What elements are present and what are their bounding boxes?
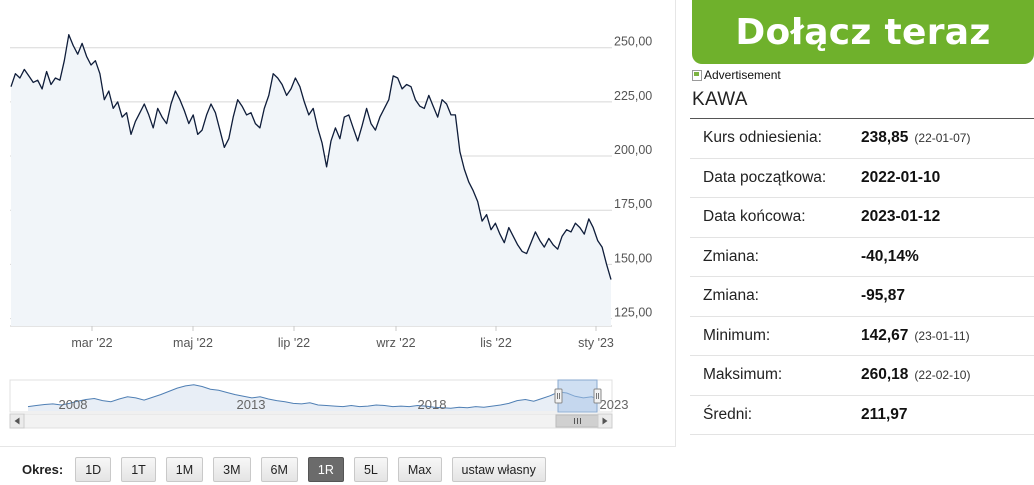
- stats-row-end-date: Data końcowa: 2023-01-12: [690, 197, 1034, 238]
- stat-value: 238,85: [861, 129, 909, 147]
- period-button-1d[interactable]: 1D: [75, 457, 112, 482]
- price-area: [11, 34, 611, 326]
- navigator-tick-label: 2008: [59, 397, 88, 412]
- stat-date: (22-02-10): [914, 368, 971, 383]
- y-tick-label: 125,00: [614, 306, 652, 320]
- x-tick-label: mar '22: [71, 336, 112, 350]
- stats-row-change-percent: Zmiana: -40,14%: [690, 237, 1034, 277]
- navigator-area: [28, 384, 600, 411]
- navigator-series: [27, 384, 601, 411]
- x-tick-label: sty '23: [578, 336, 614, 350]
- arrow-right-icon: [602, 417, 608, 425]
- join-now-button[interactable]: Dołącz teraz: [692, 0, 1034, 64]
- navigator[interactable]: 2008 2013 2018 2023: [9, 379, 629, 413]
- stat-value: 211,97: [861, 405, 908, 423]
- period-label: Okres:: [22, 462, 64, 477]
- y-tick-label: 225,00: [614, 89, 652, 103]
- y-tick-label: 150,00: [614, 251, 652, 265]
- y-axis-labels: 250,00 225,00 200,00 175,00 150,00 125,00: [614, 35, 652, 320]
- period-button-6m[interactable]: 6M: [260, 457, 298, 482]
- stats-row-average: Średni: 211,97: [690, 395, 1034, 435]
- stats-row-reference-price: Kurs odniesienia: 238,85 (22-01-07): [690, 118, 1034, 159]
- stat-value: 260,18: [861, 366, 909, 384]
- y-tick-label: 200,00: [614, 143, 652, 157]
- x-tick-label: maj '22: [173, 336, 213, 350]
- stat-label: Minimum:: [690, 316, 861, 356]
- price-chart: 250,00 225,00 200,00 175,00 150,00 125,00 mar…: [9, 34, 652, 429]
- stat-value: 142,67: [861, 326, 909, 344]
- y-tick-label: 250,00: [614, 35, 652, 49]
- chart-panel: 250,00 225,00 200,00 175,00 150,00 125,00 mar…: [0, 0, 676, 447]
- stat-label: Zmiana:: [690, 276, 861, 317]
- stats-table: Kurs odniesienia: 238,85 (22-01-07) Data …: [690, 118, 1034, 435]
- stat-label: Maksimum:: [690, 355, 861, 396]
- period-button-5l[interactable]: 5L: [353, 457, 388, 482]
- navigator-line: [27, 384, 601, 409]
- stat-date: (23-01-11): [914, 328, 970, 343]
- advertisement[interactable]: Advertisement: [692, 68, 781, 82]
- stats-row-start-date: Data początkowa: 2022-01-10: [690, 158, 1034, 198]
- x-tick-label: lis '22: [480, 336, 512, 350]
- stat-value: -40,14%: [861, 247, 919, 265]
- period-button-1t[interactable]: 1T: [121, 457, 156, 482]
- price-line: [10, 34, 612, 280]
- period-button-custom[interactable]: ustaw własny: [451, 457, 546, 482]
- navigator-selection[interactable]: [557, 379, 598, 413]
- navigator-right-handle[interactable]: [593, 388, 602, 404]
- stat-label: Data początkowa:: [690, 158, 861, 198]
- advertisement-label: Advertisement: [704, 68, 781, 82]
- navigator-tick-label: 2013: [237, 397, 266, 412]
- stat-value: 2022-01-10: [861, 168, 941, 186]
- stat-label: Kurs odniesienia:: [690, 118, 861, 159]
- stat-date: (22-01-07): [914, 131, 971, 146]
- navigator-tick-label: 2023: [600, 397, 629, 412]
- stat-label: Data końcowa:: [690, 197, 861, 238]
- broken-image-icon: [692, 69, 702, 81]
- stats-row-minimum: Minimum: 142,67 (23-01-11): [690, 316, 1034, 356]
- stats-row-maximum: Maksimum: 260,18 (22-02-10): [690, 355, 1034, 396]
- period-button-3m[interactable]: 3M: [213, 457, 251, 482]
- stats-row-change-absolute: Zmiana: -95,87: [690, 276, 1034, 317]
- navigator-left-handle[interactable]: [554, 388, 563, 404]
- grip-icon: [574, 418, 581, 424]
- scrollbar[interactable]: [9, 413, 613, 429]
- scrollbar-track[interactable]: [9, 413, 613, 429]
- navigator-labels: 2008 2013 2018 2023: [59, 397, 629, 412]
- y-tick-label: 175,00: [614, 197, 652, 211]
- price-area-fill: [11, 34, 611, 326]
- stat-value: 2023-01-12: [861, 208, 941, 226]
- period-button-1m[interactable]: 1M: [165, 457, 204, 482]
- period-selector: Okres: 1D 1T 1M 3M 6M 1R 5L Max ustaw wł…: [22, 457, 546, 482]
- asset-title: KAWA: [692, 89, 748, 110]
- navigator-tick-label: 2018: [418, 397, 447, 412]
- period-button-max[interactable]: Max: [397, 457, 442, 482]
- x-tick-label: lip '22: [278, 336, 310, 350]
- stat-label: Zmiana:: [690, 237, 861, 277]
- period-button-1r[interactable]: 1R: [307, 457, 344, 482]
- x-axis-labels: mar '22 maj '22 lip '22 wrz '22 lis '22 sty '…: [71, 326, 614, 350]
- stat-label: Średni:: [690, 395, 861, 435]
- stat-value: -95,87: [861, 287, 905, 305]
- x-tick-label: wrz '22: [375, 336, 415, 350]
- price-series-line: [10, 34, 612, 280]
- arrow-left-icon: [14, 417, 20, 425]
